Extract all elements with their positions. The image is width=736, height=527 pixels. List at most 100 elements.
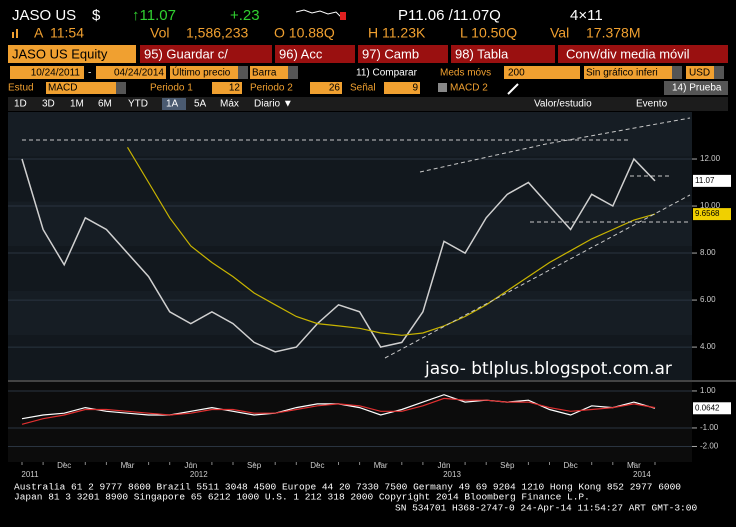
button-label: 96) Acc — [279, 46, 323, 61]
x-tick-label: Dec — [57, 461, 71, 470]
last-value-box — [693, 402, 731, 415]
x-tick-label: Jun — [184, 461, 197, 470]
last-value-label: 9.6568 — [695, 209, 720, 218]
button[interactable] — [140, 45, 272, 63]
active-tab — [162, 98, 186, 110]
dropdown-arrow[interactable] — [238, 66, 248, 79]
last-value-box — [693, 174, 731, 187]
security-box[interactable] — [8, 45, 136, 63]
bid-ask: P11.06 /11.07Q — [398, 7, 501, 24]
dropdown-arrow[interactable] — [714, 66, 724, 79]
y-tick-label: -2.00 — [700, 442, 719, 451]
x-year-label: 2014 — [633, 470, 651, 479]
tab-right[interactable]: Evento — [636, 99, 668, 110]
last-value-label: 0.0642 — [695, 403, 720, 412]
dash: - — [88, 68, 91, 79]
band — [8, 156, 692, 202]
lower-chart: Sin gráfico inferi — [586, 68, 658, 79]
study: MACD — [48, 83, 77, 94]
field[interactable] — [10, 66, 84, 79]
x-year-label: 2011 — [21, 470, 39, 479]
x-tick-label: Mar — [627, 461, 641, 470]
period1: 12 — [229, 83, 241, 94]
dropdown-arrow[interactable] — [288, 66, 298, 79]
plot-area: 4.00 6.00 8.00 10.00 12.00 11.07 9.6568 1.00 -1.… — [8, 112, 731, 479]
trend-line — [384, 194, 691, 359]
dropdown[interactable] — [250, 66, 288, 79]
style: Barra — [252, 68, 277, 79]
dropdown[interactable] — [686, 66, 714, 79]
test-button: 14) Prueba — [672, 83, 722, 94]
field[interactable] — [212, 82, 242, 94]
high: H 11.23K — [368, 25, 426, 41]
tab[interactable]: 6M — [98, 99, 112, 110]
currency: $ — [92, 7, 101, 24]
time-flag: A — [34, 25, 44, 41]
field[interactable] — [384, 82, 420, 94]
tab[interactable]: 3D — [42, 99, 55, 110]
dropdown-arrow[interactable] — [672, 66, 682, 79]
footer-line: Japan 81 3 3201 8900 Singapore 65 6212 1… — [14, 492, 590, 503]
dropdown[interactable] — [170, 66, 238, 79]
time: 11:54 — [50, 25, 84, 41]
button[interactable] — [664, 81, 728, 95]
band — [8, 290, 692, 336]
dropdown[interactable] — [584, 66, 672, 79]
field[interactable] — [310, 82, 342, 94]
macd2-label: MACD 2 — [450, 83, 488, 94]
tab[interactable]: Máx — [220, 99, 239, 110]
trend-line — [419, 117, 691, 173]
tab[interactable]: 5A — [194, 99, 207, 110]
last-value-box — [693, 208, 731, 221]
checkbox[interactable] — [438, 83, 447, 92]
vol-label: Vol — [150, 25, 169, 41]
period2: 26 — [329, 83, 341, 94]
x-tick-label: Dec — [310, 461, 324, 470]
compare[interactable]: 11) Comparar — [356, 68, 418, 79]
field[interactable] — [504, 66, 580, 79]
value-traded: 17.378M — [586, 25, 640, 41]
tab[interactable]: 1M — [70, 99, 84, 110]
x-tick-label: Sep — [500, 461, 515, 470]
tab[interactable]: Diario ▼ — [254, 99, 293, 110]
last-value-label: 11.07 — [695, 176, 715, 185]
series-line — [126, 146, 656, 336]
trend-lines — [22, 117, 691, 359]
footer-line: Australia 61 2 9777 8600 Brazil 5511 304… — [14, 482, 681, 493]
series-line — [21, 397, 656, 425]
y-tick-label: 10.00 — [700, 201, 721, 210]
price-field: Último precio — [172, 66, 231, 79]
y-tick-label: 12.00 — [700, 154, 721, 163]
band — [8, 201, 692, 246]
tab[interactable]: YTD — [128, 99, 148, 110]
pen-icon[interactable] — [507, 83, 519, 95]
val-label: Val — [550, 25, 569, 41]
title-bar — [558, 45, 728, 63]
field[interactable] — [96, 66, 166, 79]
study-label: Estud — [8, 83, 34, 94]
button-label: 97) Camb — [362, 46, 419, 61]
tab-bar — [8, 97, 728, 111]
dropdown-arrow[interactable] — [116, 82, 126, 94]
last-price: ↑11.07 — [132, 7, 176, 24]
button[interactable] — [358, 45, 448, 63]
button[interactable] — [451, 45, 555, 63]
dropdown[interactable] — [46, 82, 116, 94]
series-line — [21, 157, 656, 353]
open: O 10.88Q — [274, 25, 335, 41]
button-label: 98) Tabla — [455, 46, 509, 61]
y-tick-label: 6.00 — [700, 295, 716, 304]
button-label: 95) Guardar c/ — [144, 46, 228, 61]
tab-right[interactable]: Valor/estudio — [534, 99, 592, 110]
tab[interactable]: 1A — [166, 99, 179, 110]
change: +.23 — [230, 7, 260, 24]
low: L 10.50Q — [460, 25, 517, 41]
band — [8, 112, 692, 157]
ma-label: Meds móvs — [440, 68, 491, 79]
tab[interactable]: 1D — [14, 99, 27, 110]
y-tick-label: 4.00 — [700, 342, 716, 351]
end-date: 04/24/2014 — [114, 68, 164, 79]
footer-line: SN 534701 H368-2747-0 24-Apr-14 11:54:27… — [395, 503, 697, 514]
x-year-label: 2013 — [443, 470, 461, 479]
button[interactable] — [275, 45, 355, 63]
